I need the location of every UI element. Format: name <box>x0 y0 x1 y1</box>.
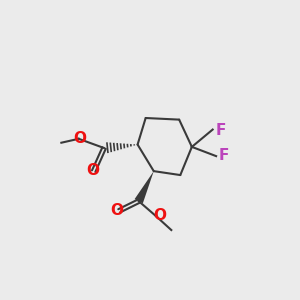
Text: F: F <box>215 122 226 137</box>
Text: F: F <box>219 148 229 163</box>
Text: O: O <box>73 130 86 146</box>
Text: O: O <box>86 163 99 178</box>
Polygon shape <box>135 171 154 203</box>
Text: O: O <box>110 203 123 218</box>
Text: O: O <box>153 208 166 223</box>
